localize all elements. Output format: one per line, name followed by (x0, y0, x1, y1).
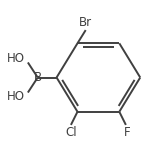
Text: F: F (123, 126, 130, 139)
Text: Cl: Cl (65, 126, 77, 139)
Text: B: B (34, 71, 42, 84)
Text: HO: HO (7, 52, 25, 65)
Text: HO: HO (7, 90, 25, 103)
Text: Br: Br (79, 16, 92, 29)
